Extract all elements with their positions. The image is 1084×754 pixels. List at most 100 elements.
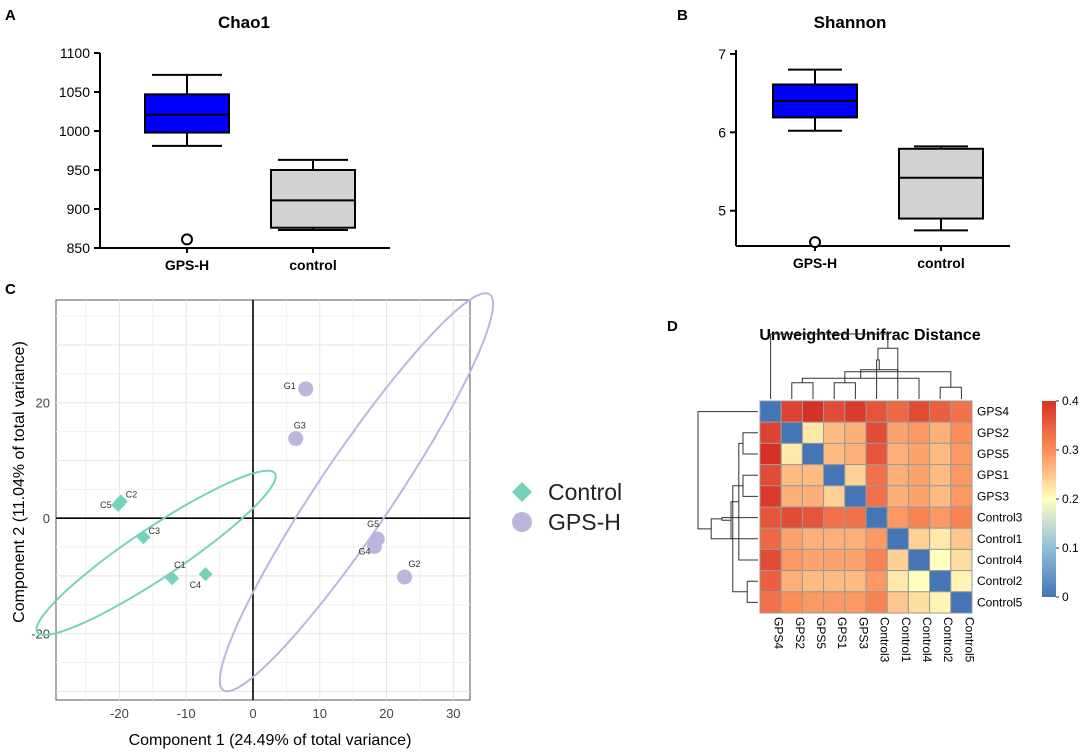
heatmap-cell — [801, 421, 825, 444]
shannon-outlier — [809, 236, 821, 249]
heatmap-cell — [780, 591, 803, 614]
panel-label-b: B — [677, 7, 688, 24]
heatmap-row-label: Control1 — [977, 532, 1023, 546]
heatmap-cell — [801, 485, 825, 508]
heatmap-title: Unweighted Unifrac Distance — [759, 327, 980, 344]
heatmap-cell — [886, 442, 909, 466]
heatmap-cell — [801, 464, 825, 487]
heatmap-cell — [907, 506, 931, 529]
chao1-box-control — [270, 169, 356, 229]
panel-label-a: A — [5, 7, 16, 24]
heatmap-cell — [780, 400, 803, 423]
shannon-title: Shannon — [814, 13, 887, 32]
chao1-x-tick-label: GPS-H — [165, 257, 209, 273]
shannon-y-tick-label: 6 — [718, 124, 726, 140]
pca-point-label: G5 — [367, 519, 379, 529]
pca-point-label: C5 — [100, 500, 112, 510]
chao1-y-tick-label: 1100 — [60, 45, 90, 61]
pca-point-c5 — [111, 497, 126, 512]
heatmap-cell — [907, 421, 931, 444]
pca-x-axis-label: Component 1 (24.49% of total variance) — [129, 732, 412, 749]
legend-label-control: Control — [548, 479, 622, 505]
heatmap-column-label: GPS4 — [772, 617, 786, 649]
pca-x-tick-label: 30 — [446, 706, 460, 721]
pca-ellipse-gps-h — [218, 292, 495, 693]
heatmap-cell — [886, 570, 909, 593]
heatmap-cell — [823, 591, 846, 614]
heatmap-cell — [950, 591, 973, 614]
heatmap-cell — [844, 527, 867, 550]
heatmap-column-label: Control1 — [899, 617, 913, 663]
heatmap-cell — [865, 527, 888, 550]
heatmap-cell — [950, 442, 973, 466]
pca-point-g4 — [367, 538, 383, 554]
heatmap-cell — [865, 400, 888, 423]
pca-y-tick-label: 0 — [43, 511, 50, 526]
heatmap-cell — [759, 548, 782, 572]
heatmap-cell — [759, 570, 782, 593]
heatmap-cell — [950, 400, 973, 423]
heatmap-cell — [950, 527, 973, 550]
heatmap-cell — [844, 400, 867, 423]
chao1-title: Chao1 — [218, 13, 270, 32]
heatmap-cell — [844, 442, 867, 466]
heatmap-cell — [780, 548, 803, 572]
chao1-y-tick-label: 900 — [67, 201, 91, 217]
heatmap-row-label: GPS1 — [977, 468, 1009, 482]
heatmap-cell — [759, 442, 782, 466]
pca-y-axis-label: Component 2 (11.04% of total variance) — [11, 341, 28, 623]
heatmap-cell — [801, 527, 825, 550]
heatmap-column-label: Control5 — [962, 617, 976, 663]
heatmap-cell — [950, 421, 973, 444]
heatmap-cell — [929, 442, 952, 466]
heatmap-cell — [823, 570, 846, 593]
heatmap-cell — [929, 570, 952, 593]
pca-x-tick-label: 10 — [313, 706, 327, 721]
heatmap-cell — [801, 548, 825, 572]
heatmap-column-label: GPS3 — [856, 617, 870, 649]
heatmap-cell — [823, 400, 846, 423]
heatmap-cell — [823, 506, 846, 529]
heatmap-cell — [823, 442, 846, 466]
unifrac-heatmap: GPS4 GPS4 GPS2 GPS2 GPS5 GPS5 GPS1 GPS1 GPS3 GPS3… — [697, 333, 1079, 663]
pca-x-tick-label: -10 — [177, 706, 196, 721]
shannon-boxplot: 5 6 7 GPS-H control — [718, 46, 1010, 271]
heatmap-cell — [801, 442, 825, 466]
heatmap-cell — [886, 506, 909, 529]
heatmap-cell — [823, 548, 846, 572]
column-dendrogram-branch — [877, 347, 899, 372]
row-dendrogram-branch — [730, 501, 758, 540]
row-dendrogram-branch — [742, 474, 758, 497]
heatmap-cell — [907, 570, 931, 593]
heatmap-cell — [865, 570, 888, 593]
heatmap-cell — [907, 400, 931, 423]
heatmap-cell — [886, 400, 909, 423]
legend-marker-control — [512, 482, 532, 502]
heatmap-cell — [865, 442, 888, 466]
chao1-box-gps-h — [144, 93, 230, 134]
pca-point-label: G2 — [409, 559, 421, 569]
pca-legend: Control GPS-H — [512, 479, 622, 535]
colorbar-tick-label: 0.1 — [1062, 541, 1079, 555]
legend-label-gps-h: GPS-H — [548, 509, 621, 535]
column-dendrogram-branch — [833, 382, 856, 399]
heatmap-cell — [865, 464, 888, 487]
pca-point-label: C2 — [126, 489, 138, 499]
heatmap-cell — [886, 527, 909, 550]
heatmap-cell — [929, 421, 952, 444]
heatmap-row-label: Control5 — [977, 595, 1023, 609]
pca-point-label: G4 — [359, 546, 371, 556]
heatmap-column-label: Control4 — [920, 617, 934, 663]
heatmap-cell — [780, 421, 803, 444]
column-dendrogram-branch — [801, 377, 920, 399]
heatmap-row-label: GPS5 — [977, 447, 1009, 461]
pca-point-g3 — [288, 431, 304, 447]
heatmap-column-label: GPS5 — [814, 617, 828, 649]
colorbar-tick-label: 0.4 — [1062, 394, 1079, 408]
heatmap-cell — [844, 548, 867, 572]
chao1-y-tick-label: 850 — [67, 240, 91, 256]
row-dendrogram-branch — [697, 411, 758, 530]
heatmap-cell — [801, 506, 825, 529]
pca-point-label: G1 — [284, 381, 296, 391]
